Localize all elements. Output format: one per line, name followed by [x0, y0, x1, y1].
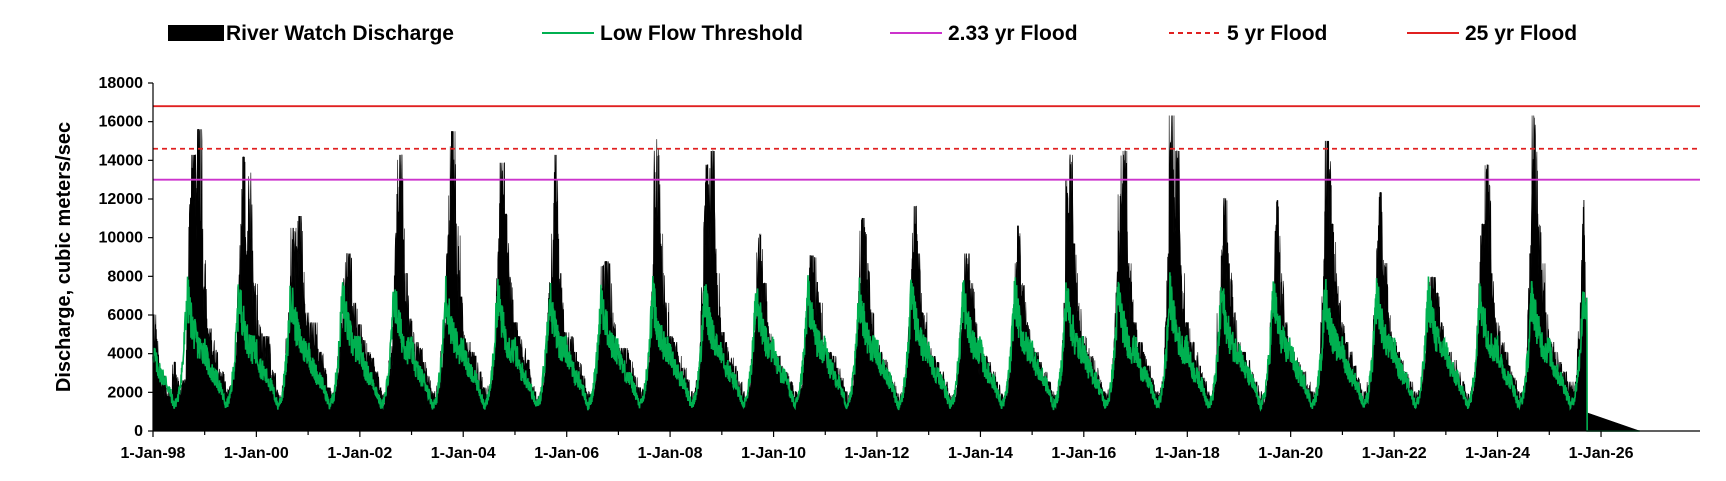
x-tick-label: 1-Jan-06 — [534, 445, 599, 462]
x-tick-label: 1-Jan-00 — [224, 445, 289, 462]
discharge-peak — [247, 177, 252, 431]
x-tick-label: 1-Jan-20 — [1258, 445, 1323, 462]
discharge-peak — [399, 160, 404, 431]
discharge-peak — [1325, 146, 1330, 432]
discharge-peak — [553, 160, 558, 431]
x-tick-label: 1-Jan-26 — [1569, 445, 1634, 462]
discharge-peak — [450, 137, 455, 431]
discharge-peak — [1122, 156, 1127, 431]
legend-item-river-watch-discharge: River Watch Discharge — [168, 22, 454, 45]
x-tick-label: 1-Jan-08 — [638, 445, 703, 462]
discharge-area — [152, 115, 1640, 432]
legend-swatch — [168, 25, 224, 41]
x-tick-label: 1-Jan-02 — [327, 445, 392, 462]
discharge-peak — [1067, 160, 1072, 431]
x-tick-label: 1-Jan-24 — [1465, 445, 1530, 462]
discharge-peak — [711, 156, 716, 431]
y-tick-label: 16000 — [99, 114, 144, 131]
legend-item-25-yr-flood: 25 yr Flood — [1407, 22, 1577, 45]
x-tick-label: 1-Jan-14 — [948, 445, 1013, 462]
plot-area — [152, 105, 1700, 432]
legend-label: 25 yr Flood — [1465, 22, 1577, 45]
x-tick-label: 1-Jan-16 — [1051, 445, 1116, 462]
discharge-peak — [241, 162, 246, 431]
discharge-area-layer — [152, 115, 1640, 432]
x-tick-label: 1-Jan-04 — [431, 445, 496, 462]
discharge-peak — [757, 237, 762, 431]
discharge-peak — [1175, 156, 1180, 431]
discharge-peak — [602, 264, 607, 431]
discharge-peak — [964, 257, 969, 431]
y-tick-label: 4000 — [107, 346, 143, 363]
discharge-peak — [1485, 170, 1490, 431]
y-tick-label: 12000 — [99, 191, 144, 208]
x-tick-label: 1-Jan-18 — [1155, 445, 1220, 462]
discharge-peak — [1532, 121, 1537, 432]
legend-item-low-flow-threshold: Low Flow Threshold — [542, 22, 803, 45]
y-tick-label: 8000 — [107, 268, 143, 285]
legend: River Watch Discharge Low Flow Threshold 2… — [168, 22, 1577, 45]
y-tick-label: 6000 — [107, 307, 143, 324]
discharge-peak — [1170, 121, 1175, 432]
discharge-peak — [290, 231, 295, 431]
y-tick-label: 0 — [134, 423, 143, 440]
x-tick-label: 1-Jan-10 — [741, 445, 806, 462]
x-tick-label: 1-Jan-98 — [121, 445, 186, 462]
flood-lines-layer — [153, 105, 1700, 181]
discharge-peak — [191, 160, 196, 431]
legend-label: River Watch Discharge — [226, 22, 454, 45]
y-tick-label: 14000 — [99, 152, 144, 169]
x-tick-label: 1-Jan-12 — [844, 445, 909, 462]
y-tick-label: 2000 — [107, 384, 143, 401]
legend-item-5-yr-flood: 5 yr Flood — [1169, 22, 1327, 45]
low-flow-line — [152, 272, 1640, 432]
axes: 0 2000 4000 6000 8000 10000 12000 14000 16000 180… — [99, 75, 1700, 462]
legend-label: Low Flow Threshold — [600, 22, 803, 45]
legend-label: 5 yr Flood — [1227, 22, 1327, 45]
discharge-peak — [499, 168, 504, 431]
legend-label: 2.33 yr Flood — [948, 22, 1078, 45]
discharge-peak — [298, 220, 303, 431]
discharge-peak — [1429, 280, 1434, 431]
legend-item-2-33-yr-flood: 2.33 yr Flood — [890, 22, 1078, 45]
x-tick-label: 1-Jan-22 — [1362, 445, 1427, 462]
low-flow-layer — [152, 272, 1640, 432]
y-axis-title: Discharge, cubic meters/sec — [53, 122, 75, 392]
discharge-peak — [809, 258, 814, 431]
y-tick-label: 18000 — [99, 75, 144, 92]
y-tick-label: 10000 — [99, 230, 144, 247]
